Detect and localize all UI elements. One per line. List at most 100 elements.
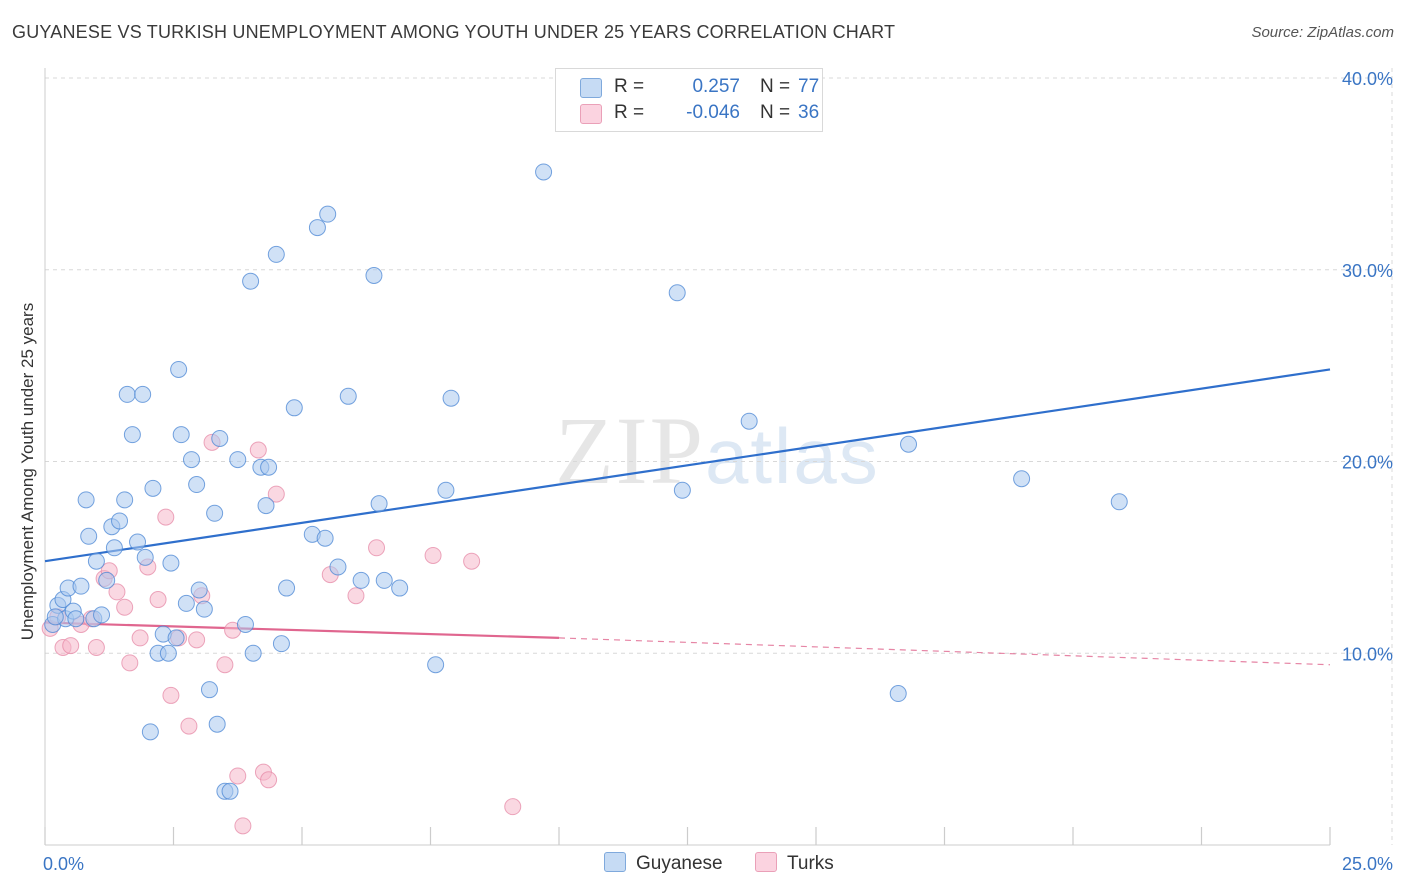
point-turks [424,546,442,564]
y-tick-label: 10.0% [1342,644,1393,664]
point-turks [347,587,365,605]
x-tick-label: 0.0% [43,854,84,874]
legend-n-value: 36 [798,102,820,123]
point-turks [504,798,522,816]
legend-box: R = 0.257 N = 77 R = -0.046 N = 36 [555,68,823,132]
point-guyanese [316,529,334,547]
x-tick-label: 25.0% [1342,854,1393,874]
point-guyanese [272,635,290,653]
point-guyanese [229,451,247,469]
point-guyanese [236,615,254,633]
point-guyanese [278,579,296,597]
legend-r-label: R = [614,76,645,97]
point-guyanese [285,399,303,417]
point-guyanese [900,435,918,453]
point-guyanese [329,558,347,576]
point-guyanese [391,579,409,597]
point-guyanese [889,685,907,703]
point-guyanese [177,594,195,612]
point-guyanese [129,533,147,551]
point-turks [157,508,175,526]
point-turks [62,637,80,655]
point-guyanese [80,527,98,545]
point-guyanese [144,479,162,497]
point-turks [463,552,481,570]
point-guyanese [365,267,383,285]
point-guyanese [208,715,226,733]
point-guyanese [141,723,159,741]
point-guyanese [206,504,224,522]
point-turks [87,638,105,656]
y-tick-label: 20.0% [1342,453,1393,473]
y-tick-label: 40.0% [1342,69,1393,89]
point-guyanese [105,539,123,557]
point-guyanese [136,548,154,566]
point-turks [216,656,234,674]
point-guyanese [98,571,116,589]
point-turks [249,441,267,459]
point-guyanese [437,481,455,499]
trend-line-turks [44,621,560,640]
point-turks [131,629,149,647]
bottom-legend-label-guyanese: Guyanese [636,853,723,874]
bottom-legend-turks: Turks [755,852,834,875]
point-turks [229,767,247,785]
bottom-legend-swatch-turks [755,852,777,872]
point-guyanese [67,610,85,628]
point-guyanese [535,163,553,181]
point-guyanese [267,245,285,263]
point-guyanese [167,629,185,647]
point-guyanese [673,481,691,499]
bottom-legend-label-turks: Turks [787,853,834,874]
point-turks [267,485,285,503]
watermark-atlas: atlas [705,412,880,500]
point-guyanese [442,389,460,407]
bottom-legend-swatch-guyanese [604,852,626,872]
point-turks [149,591,167,609]
chart-title: GUYANESE VS TURKISH UNEMPLOYMENT AMONG Y… [12,22,896,42]
point-guyanese [200,681,218,699]
point-guyanese [740,412,758,430]
legend-swatch-guyanese [580,78,602,98]
point-guyanese [162,554,180,572]
trend-lines [44,368,1331,666]
point-guyanese [190,581,208,599]
point-guyanese [87,552,105,570]
point-turks [108,583,126,601]
point-turks [368,539,386,557]
legend-n-value: 77 [798,76,820,97]
grid-lines [45,68,1393,845]
point-guyanese [159,644,177,662]
point-guyanese [319,205,337,223]
point-guyanese [118,385,136,403]
point-guyanese [375,571,393,589]
point-guyanese [211,429,229,447]
legend-r-value: -0.046 [686,102,740,123]
axes [44,68,1331,846]
point-turks [260,771,278,789]
bottom-legend-guyanese: Guyanese [604,852,723,875]
legend-n-label: N = [760,102,791,123]
point-guyanese [123,426,141,444]
point-guyanese [668,284,686,302]
point-turks [188,631,206,649]
point-guyanese [116,491,134,509]
point-guyanese [308,219,326,237]
tick-labels: 10.0% 20.0% 30.0% 40.0% 0.0% 25.0% Unemploymen… [18,69,1393,874]
y-tick-label: 30.0% [1342,261,1393,281]
point-guyanese [77,491,95,509]
point-guyanese [257,497,275,515]
point-guyanese [370,495,388,513]
data-points [41,163,1128,835]
point-guyanese [188,476,206,494]
y-axis-label: Unemployment Among Youth under 25 years [18,303,37,640]
point-guyanese [195,600,213,618]
point-guyanese [93,606,111,624]
point-turks [234,817,252,835]
point-guyanese [427,656,445,674]
point-guyanese [352,571,370,589]
legend-r-label: R = [614,102,645,123]
point-guyanese [170,360,188,378]
trend-line-guyanese [44,368,1331,563]
